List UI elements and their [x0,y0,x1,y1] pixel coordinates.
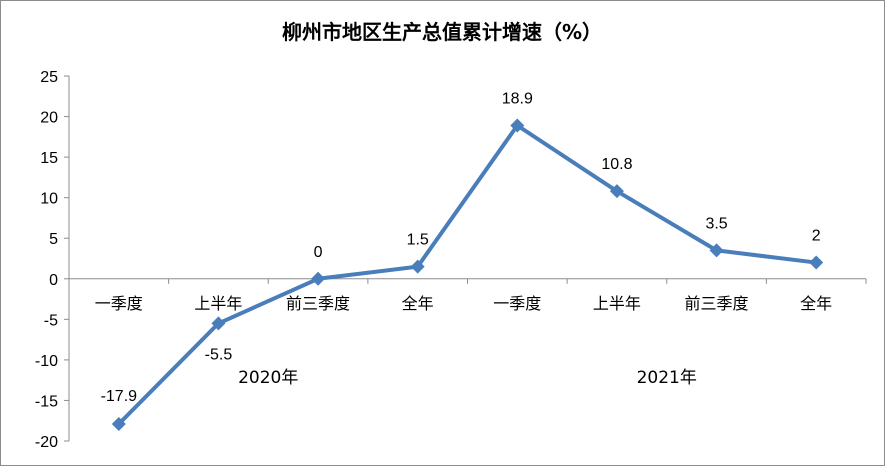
data-point-marker [410,259,425,274]
x-tick-label: 一季度 [493,294,541,313]
data-label: 0 [314,244,323,261]
y-tick-label: -15 [35,393,58,410]
data-label: 10.8 [601,156,632,173]
data-point-marker [809,255,824,270]
data-point-marker [311,271,326,286]
y-tick-label: 15 [40,150,58,167]
y-tick-label: -5 [44,312,58,329]
data-point-marker [609,184,624,199]
y-tick-label: 5 [49,231,58,248]
data-label: 18.9 [502,90,533,107]
y-tick-label: 10 [40,191,58,208]
y-tick-label: 25 [40,69,58,86]
data-label: 3.5 [705,215,727,232]
data-label: 1.5 [407,232,429,249]
x-tick-label: 上半年 [593,294,641,313]
plot-area: -17.9 -5.5 0 1.5 18.9 10.8 3.5 2 [101,90,824,431]
chart-title: 柳州市地区生产总值累计增速（%） [282,20,602,44]
data-point-marker [510,118,525,133]
year-group-label: 2021年 [637,368,697,388]
y-tick-label: 20 [40,110,58,127]
x-tick-label: 前三季度 [286,294,350,313]
x-tick-label: 全年 [402,294,434,313]
x-tick-label: 一季度 [95,294,143,313]
y-tick-label: -20 [35,434,58,451]
series-line [117,123,817,426]
data-label: 2 [812,228,821,245]
axes: 2520151050-5-10-15-20一季度 上半年 前三季度 全年 一季度 上半年前… [35,69,867,451]
year-group-label: 2020年 [238,368,298,388]
x-tick-label: 上半年 [194,294,242,313]
x-tick-label: 前三季度 [685,294,749,313]
x-tick-label: 全年 [800,294,832,313]
data-label: -5.5 [205,346,233,363]
y-tick-label: 0 [49,272,58,289]
data-point-marker [211,316,226,331]
data-point-marker [111,416,126,431]
y-tick-label: -10 [35,353,58,370]
data-label: -17.9 [101,388,138,405]
data-point-marker [709,243,724,258]
